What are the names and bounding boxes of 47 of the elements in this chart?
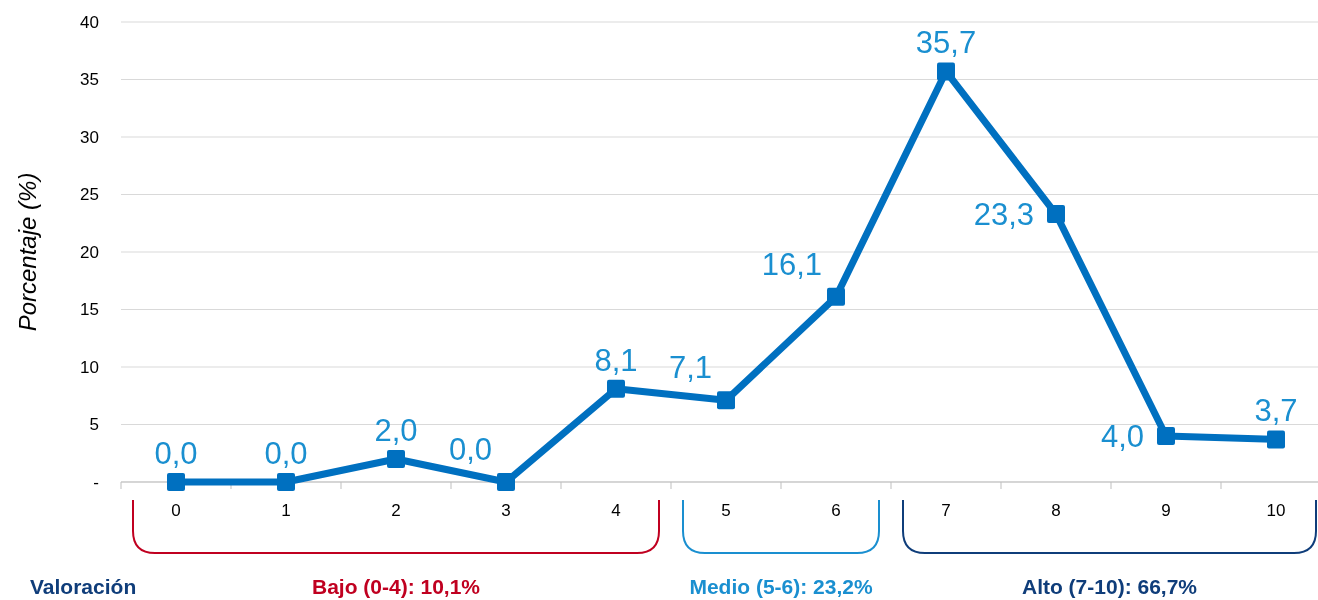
x-tick-label: 4 [611,501,621,521]
x-tick-label: 3 [501,501,511,521]
data-label: 0,0 [448,432,492,467]
point [1157,427,1175,445]
y-tick-label: 40 [80,12,99,32]
x-tick-label: 7 [941,501,951,521]
data-label: 0,0 [154,436,198,471]
point [607,379,625,398]
data-label: 7,1 [668,350,712,386]
data-label: 3,7 [1254,393,1298,429]
x-tick-label: 9 [1161,501,1171,521]
data-label: 2,0 [374,413,418,448]
data-label: 23,3 [973,197,1034,233]
data-label: 0,0 [264,436,308,471]
point [937,62,955,81]
x-tick-label: 0 [171,501,181,521]
y-tick-label: 10 [80,357,99,377]
data-label: 4,0 [1100,419,1144,454]
x-tick-label: 10 [1266,501,1286,521]
data-label: 8,1 [594,342,638,378]
point [717,391,735,410]
x-tick-label: 5 [721,501,731,521]
y-tick-label: 35 [80,70,99,90]
point [387,450,405,468]
y-tick-label: - [93,472,99,492]
data-label: 35,7 [915,25,977,61]
x-tick-label: 2 [391,501,401,521]
text: Valoración [30,575,137,598]
point [167,473,185,491]
text: Alto (7-10): 66,7% [1021,575,1198,598]
point [277,473,295,491]
point [1267,430,1285,449]
y-tick-label: 15 [80,300,99,320]
text: Bajo (0-4): 10,1% [311,575,481,598]
data-label: 16,1 [761,246,822,282]
point [1047,205,1065,224]
y-tick-label: 30 [80,127,99,147]
x-tick-label: 8 [1051,501,1061,521]
y-axis-title: Porcentaje (%) [14,172,41,332]
x-tick-label: 1 [281,501,291,521]
text: Medio (5-6): 23,2% [689,575,873,598]
point [827,287,845,306]
y-tick-label: 20 [80,242,99,262]
point [497,473,515,491]
y-tick-label: 25 [80,185,99,205]
y-tick-label: 5 [89,415,99,435]
x-tick-label: 6 [831,501,841,521]
